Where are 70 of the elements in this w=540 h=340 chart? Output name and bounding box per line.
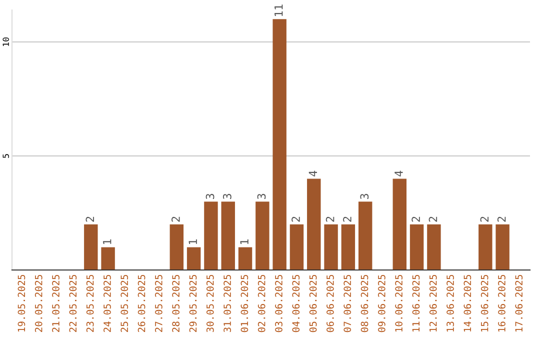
bar (170, 224, 184, 270)
bar (392, 178, 407, 270)
x-tick-label: 21.05.2025 (52, 274, 60, 332)
x-tick-label: 05.06.2025 (309, 274, 317, 332)
x-tick-label: 28.05.2025 (172, 274, 180, 332)
x-tick-label: 04.06.2025 (292, 274, 300, 332)
data-label: 3 (222, 194, 232, 200)
data-label: 1 (240, 239, 248, 244)
data-label: 2 (480, 216, 488, 222)
x-tick-label: 31.05.2025 (224, 274, 231, 332)
y-tick-label: 10 (2, 37, 9, 46)
x-tick-label: 09.06.2025 (378, 274, 386, 332)
y-tick-label: 5 (2, 154, 9, 158)
x-tick-label: 13.06.2025 (446, 274, 454, 332)
bar (496, 224, 510, 270)
x-tick-label: 02.06.2025 (258, 274, 266, 332)
data-label: 2 (428, 216, 438, 222)
bar (290, 224, 304, 270)
x-tick-label: 19.05.2025 (18, 274, 26, 332)
data-label: 2 (412, 216, 420, 222)
bar (410, 224, 424, 270)
x-tick-label: 17.06.2025 (515, 274, 523, 332)
data-label: 2 (343, 216, 352, 222)
data-label: 2 (326, 216, 334, 222)
data-label: 2 (86, 216, 94, 222)
data-label: 4 (394, 170, 403, 176)
data-label: 3 (206, 194, 214, 200)
bar (84, 224, 98, 270)
bar (341, 224, 356, 270)
x-tick-label: 25.05.2025 (120, 274, 128, 332)
bar (272, 19, 286, 270)
data-label: 1 (103, 239, 112, 244)
x-tick-label: 03.06.2025 (275, 274, 282, 332)
x-tick-label: 12.06.2025 (429, 274, 437, 332)
bar (221, 202, 235, 270)
data-label: 4 (308, 170, 317, 176)
x-tick-label: 06.06.2025 (326, 274, 334, 332)
x-tick-label: 29.05.2025 (189, 274, 197, 332)
x-tick-label: 08.06.2025 (360, 274, 368, 332)
x-tick-label: 11.06.2025 (412, 274, 420, 332)
data-label: 2 (292, 216, 300, 222)
x-tick-label: 22.05.2025 (69, 274, 77, 332)
data-label: 11 (274, 4, 283, 16)
bar (307, 178, 321, 270)
bar (478, 224, 492, 270)
x-tick-label: 15.06.2025 (480, 274, 488, 332)
x-tick-label: 10.06.2025 (395, 274, 402, 332)
bar (238, 247, 252, 270)
x-tick-label: 14.06.2025 (464, 274, 472, 332)
bar (204, 202, 218, 270)
x-tick-label: 23.05.2025 (86, 274, 94, 332)
bar (324, 224, 338, 270)
bar (427, 224, 441, 270)
x-tick-label: 24.05.2025 (104, 274, 111, 332)
bar (101, 247, 115, 270)
x-tick-label: 16.06.2025 (498, 274, 506, 332)
bar (186, 247, 201, 270)
x-tick-label: 30.05.2025 (206, 274, 214, 332)
x-tick-label: 27.05.2025 (155, 274, 162, 332)
data-label: 2 (497, 216, 506, 222)
data-label: 2 (172, 216, 180, 222)
data-label: 1 (188, 239, 197, 244)
x-tick-label: 01.06.2025 (240, 274, 248, 332)
data-label: 3 (360, 194, 369, 200)
bar (256, 202, 270, 270)
x-tick-label: 26.05.2025 (138, 274, 146, 332)
x-tick-label: 07.06.2025 (344, 274, 352, 332)
x-tick-label: 20.05.2025 (34, 274, 42, 332)
data-label: 3 (257, 194, 266, 200)
bar (358, 202, 372, 270)
